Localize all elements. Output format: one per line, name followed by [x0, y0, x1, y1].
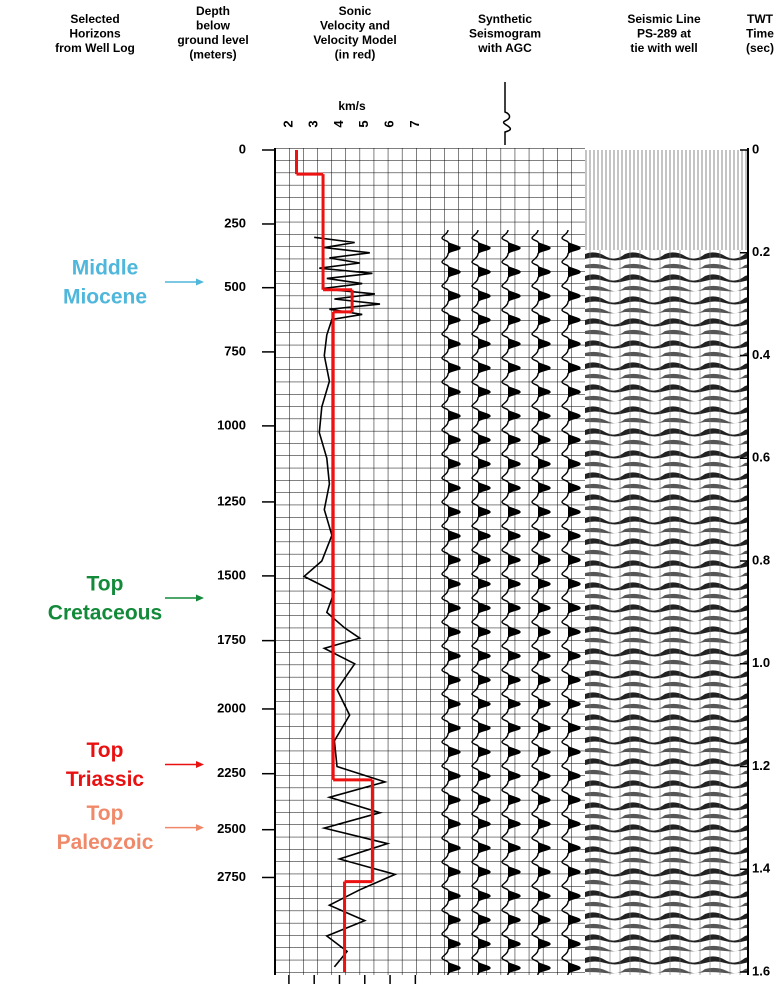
wavelet [504, 82, 511, 145]
depth-tick-label: 2000 [217, 700, 246, 715]
column-header: Depth [196, 4, 230, 18]
seismic-section [585, 250, 748, 975]
horizon-label: Middle [72, 257, 139, 280]
x-tick-label: 3 [306, 120, 321, 127]
column-header: PS-289 at [637, 27, 691, 41]
column-header: Velocity Model [313, 33, 396, 47]
column-header: below [196, 19, 231, 33]
depth-tick-label: 2250 [217, 765, 246, 780]
seismic-top [585, 150, 748, 250]
y-tick-label: 0 [752, 141, 759, 156]
horizon-arrowhead [196, 761, 204, 768]
horizon-label: Cretaceous [48, 602, 162, 625]
depth-tick-label: 1750 [217, 632, 246, 647]
column-header: Seismogram [469, 27, 541, 41]
y-tick-label: 1.2 [752, 758, 770, 773]
synthetic-seismogram [432, 230, 582, 975]
velocity-unit: km/s [338, 99, 366, 113]
horizon-arrowhead [196, 279, 204, 286]
y-tick-label: 1.4 [752, 861, 771, 876]
y-tick-label: 0.4 [752, 347, 771, 362]
horizon-label: Paleozoic [57, 831, 154, 854]
column-header: Sonic [339, 4, 372, 18]
y-tick-label: 0.6 [752, 450, 770, 465]
x-tick-label: 4 [331, 120, 346, 128]
chart: SelectedHorizonsfrom Well Log Depthbelowg… [0, 0, 782, 986]
x-tick-label: 6 [382, 120, 397, 127]
column-header: Time [746, 27, 774, 41]
x-tick-label: 7 [407, 120, 422, 127]
y-tick-label: 1.0 [752, 655, 770, 670]
horizon-label: Top [87, 739, 124, 762]
column-header: ground level [177, 33, 248, 47]
depth-tick-label: 2500 [217, 821, 246, 836]
column-header: Horizons [69, 27, 121, 41]
y-tick-label: 1.6 [752, 963, 770, 978]
depth-tick-label: 750 [224, 343, 246, 358]
column-header: Synthetic [478, 12, 532, 26]
depth-tick-label: 500 [224, 279, 246, 294]
horizon-arrowhead [196, 824, 204, 831]
horizon-arrowhead [196, 594, 204, 601]
horizon-label: Triassic [66, 768, 145, 791]
horizon-label: Top [87, 573, 124, 596]
column-header: Selected [70, 12, 119, 26]
column-header: (meters) [189, 48, 236, 62]
depth-tick-label: 250 [224, 215, 246, 230]
y-tick-label: 0.8 [752, 552, 770, 567]
horizon-label: Miocene [63, 286, 147, 309]
column-header: tie with well [630, 41, 697, 55]
depth-tick-label: 0 [239, 141, 246, 156]
column-header: Velocity and [320, 19, 390, 33]
depth-tick-label: 1000 [217, 417, 246, 432]
depth-tick-label: 1250 [217, 493, 246, 508]
column-header: TWT [747, 12, 774, 26]
horizon-label: Top [87, 802, 124, 825]
column-header: Seismic Line [627, 12, 701, 26]
column-header: from Well Log [55, 41, 135, 55]
column-header: (in red) [335, 48, 376, 62]
column-header: with AGC [477, 41, 532, 55]
depth-tick-label: 1500 [217, 567, 246, 582]
column-header: (sec) [746, 41, 774, 55]
x-tick-label: 5 [356, 120, 371, 127]
depth-tick-label: 2750 [217, 869, 246, 884]
y-tick-label: 0.2 [752, 244, 770, 259]
x-tick-label: 2 [280, 120, 295, 127]
